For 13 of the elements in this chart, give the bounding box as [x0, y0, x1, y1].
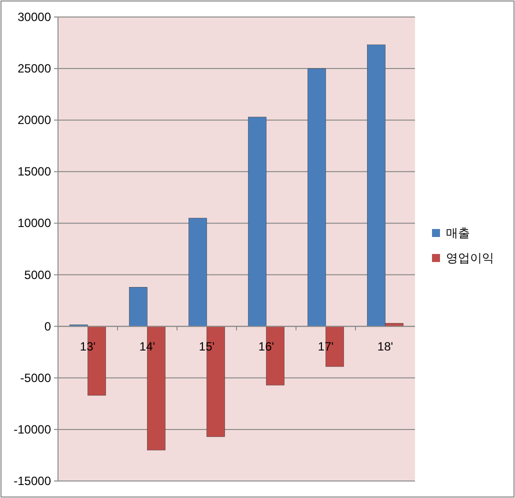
y-tick-label: 20000: [18, 113, 52, 128]
y-tick-label: 10000: [18, 216, 52, 230]
y-tick-label: 5000: [24, 268, 52, 282]
y-tick-label: -10000: [14, 422, 52, 436]
x-tick-label: 18': [377, 339, 394, 354]
y-tick-label: 25000: [18, 62, 52, 76]
legend-label: 매출: [446, 226, 470, 240]
y-tick-label: -5000: [20, 370, 52, 385]
y-tick-label: 0: [44, 319, 52, 334]
y-tick-label: -15000: [14, 474, 52, 488]
legend-label: 영업이익: [446, 251, 494, 265]
y-tick-label: 15000: [18, 164, 52, 179]
y-tick-label: 30000: [18, 10, 52, 24]
